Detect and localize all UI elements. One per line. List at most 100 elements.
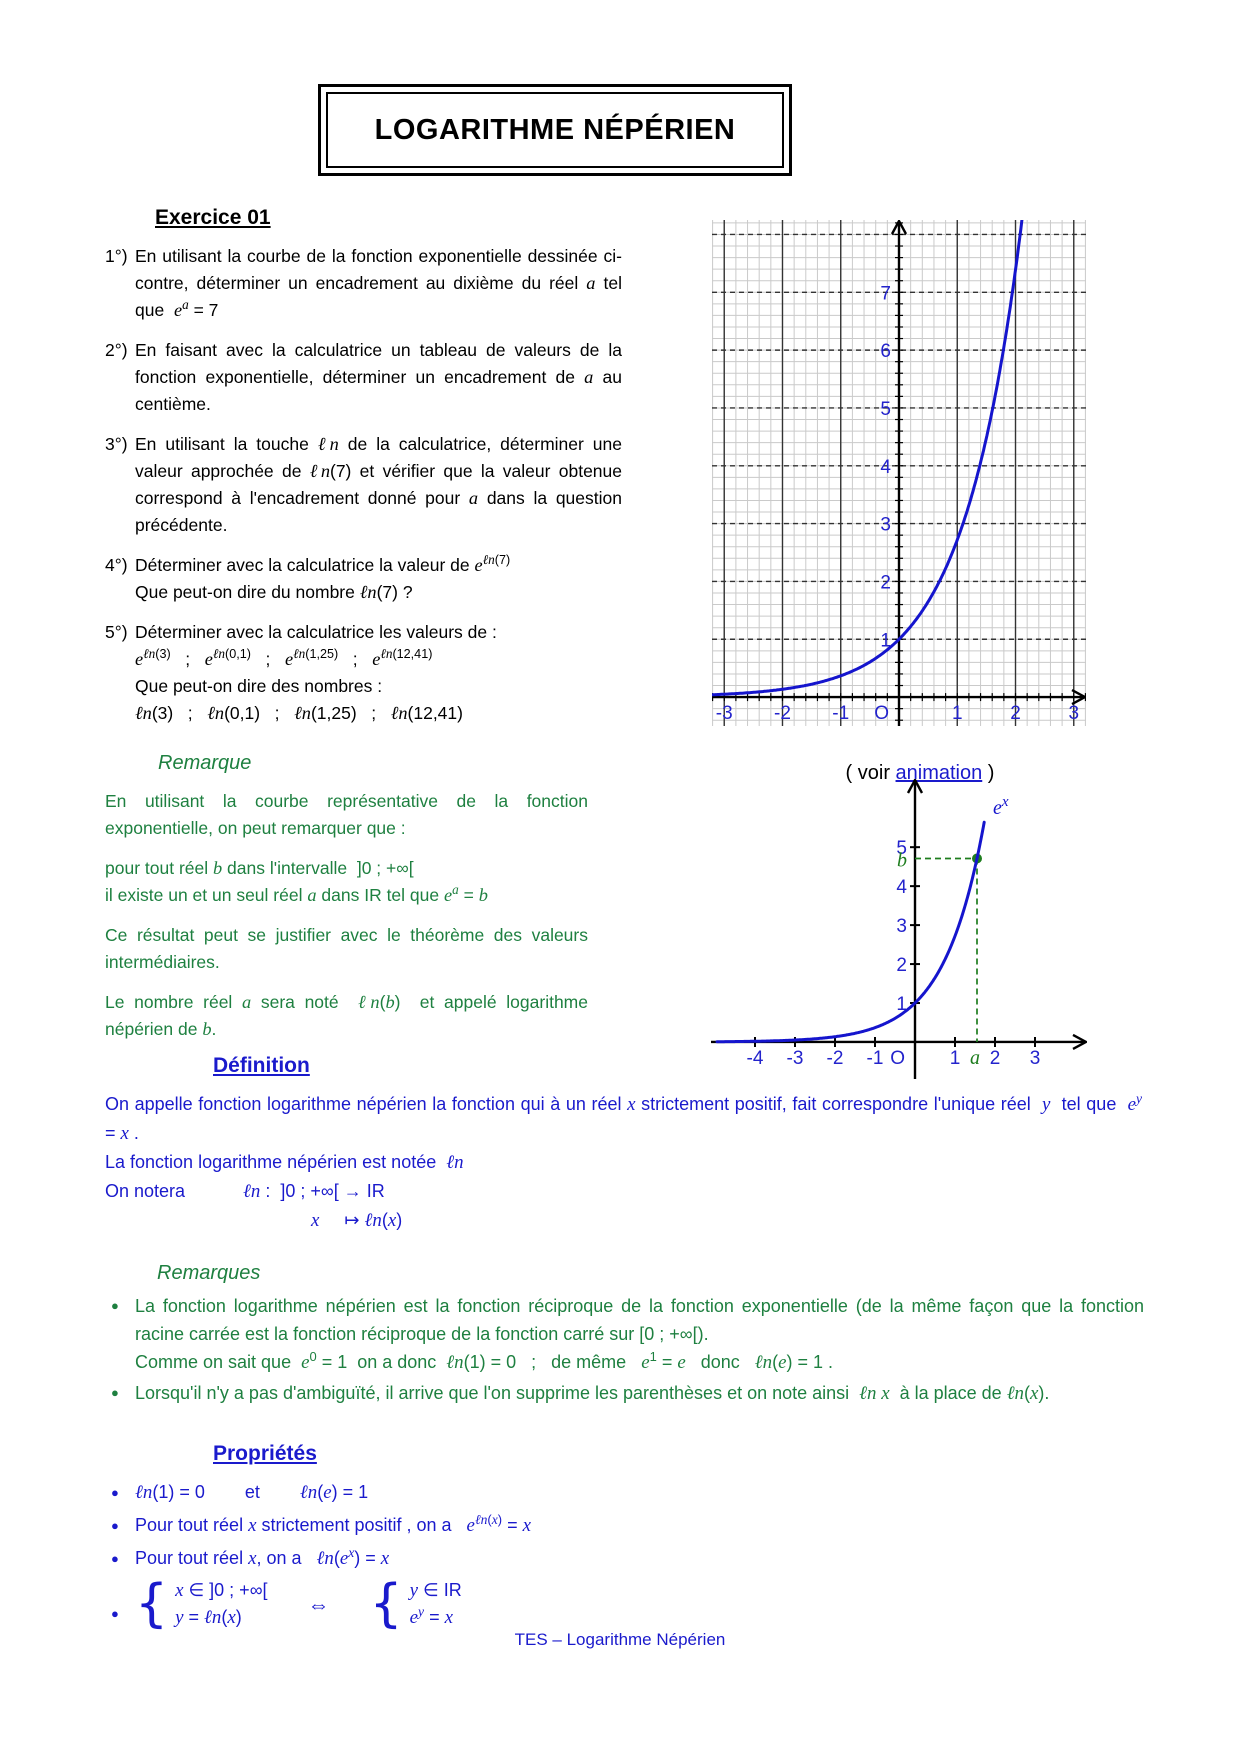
- exponential-grid-chart: -3 -2 -1 1 2 3 1 2 3 4 5 6 7 O: [712, 220, 1086, 726]
- x-tick-label: 2: [1010, 703, 1021, 724]
- remarques-body: ● La fonction logarithme népérien est la…: [105, 1292, 1144, 1410]
- left-brace: {: [369, 1574, 403, 1634]
- page-title: LOGARITHME NÉPÉRIEN: [374, 113, 736, 146]
- question-text: Que peut-on dire des nombres :: [135, 676, 383, 696]
- origin-label: O: [874, 703, 889, 724]
- y-tick-label: 1: [896, 994, 907, 1015]
- notation-signature: ℓn : ]0 ; +∞[ → IR: [243, 1181, 385, 1202]
- remarques-heading: Remarques: [157, 1262, 261, 1284]
- x-tick-label: 3: [1068, 703, 1079, 724]
- y-tick-label: 3: [880, 515, 891, 536]
- question-marker: 2°): [105, 340, 128, 360]
- x-tick-label: 3: [1030, 1048, 1041, 1069]
- remarque-body: En utilisant la courbe représentative de…: [105, 788, 588, 1056]
- y-axis-arrow-icon: [906, 779, 924, 794]
- remarque-paragraph: Le nombre réel a sera noté ℓn(b) et appe…: [105, 989, 588, 1043]
- definition-line: La fonction logarithme népérien est noté…: [105, 1152, 464, 1173]
- x-tick-label: -1: [867, 1048, 884, 1069]
- question-text: Déterminer avec la calculatrice la valeu…: [135, 552, 511, 575]
- exponential-curve: [712, 220, 1024, 697]
- question-text: Déterminer avec la calculatrice les vale…: [135, 622, 497, 642]
- question-text: En faisant avec la calculatrice un table…: [135, 340, 622, 414]
- remarque-line: Ce résultat peut se justifier avec le th…: [105, 925, 588, 972]
- property-text: ℓn(1) = 0 et ℓn(e) = 1: [135, 1482, 369, 1503]
- remarque-paragraph: En utilisant la courbe représentative de…: [105, 788, 588, 842]
- proprietes-body: ● ℓn(1) = 0 et ℓn(e) = 1 ● Pour tout rée…: [105, 1478, 1105, 1635]
- title-box: LOGARITHME NÉPÉRIEN: [318, 84, 792, 176]
- x-tick-label: 1: [950, 1048, 961, 1069]
- question-marker: 3°): [105, 434, 128, 454]
- origin-label: O: [890, 1048, 905, 1069]
- exercise-heading: Exercice 01: [155, 206, 271, 229]
- definition-body: On appelle fonction logarithme népérien …: [105, 1090, 1142, 1235]
- y-tick-label: 2: [880, 572, 891, 593]
- y-tick-label: 4: [896, 877, 907, 898]
- definition-heading: Définition: [213, 1054, 310, 1077]
- equivalence-arrow: ⇔: [307, 1591, 330, 1617]
- remark-item: ● Lorsqu'il n'y a pas d'ambiguïté, il ar…: [105, 1379, 1144, 1408]
- y-tick-label: 5: [896, 838, 907, 859]
- x-tick-label: -2: [774, 703, 791, 724]
- animation-note-suffix: ): [982, 762, 995, 784]
- property-text: Pour tout réel x, on a ℓn(ex) = x: [135, 1545, 390, 1569]
- question-text: Que peut-on dire du nombre ℓn(7) ?: [135, 582, 413, 602]
- system-line: y ∈ IR: [409, 1580, 462, 1601]
- x-axis-arrow-icon: [1072, 1033, 1087, 1051]
- remark-item: ● La fonction logarithme népérien est la…: [105, 1292, 1144, 1377]
- y-tick-label: 7: [880, 283, 891, 304]
- question-values: ℓn(3) ; ℓn(0,1) ; ℓn(1,25) ; ℓn(12,41): [135, 703, 463, 723]
- b-label: b: [897, 849, 907, 871]
- question-text: En utilisant la courbe de la fonction ex…: [135, 246, 622, 320]
- notation-mapping: x ↦ ℓn(x): [311, 1210, 403, 1231]
- x-tick-label: -3: [787, 1048, 804, 1069]
- question-marker: 5°): [105, 622, 128, 642]
- proprietes-heading: Propriétés: [213, 1442, 317, 1465]
- y-tick-label: 1: [880, 630, 891, 651]
- animation-link[interactable]: animation: [895, 762, 983, 784]
- system-left: { x ∈ ]0 ; +∞[ y = ℓn(x): [135, 1577, 268, 1631]
- page-footer: TES – Logarithme Népérien: [514, 1630, 726, 1649]
- x-tick-label: -3: [716, 703, 733, 724]
- property-item: ● Pour tout réel x strictement positif ,…: [105, 1511, 1105, 1540]
- y-tick-label: 6: [880, 341, 891, 362]
- animation-note-prefix: ( voir: [845, 762, 896, 784]
- question-marker: 1°): [105, 246, 128, 266]
- bullet-icon: ●: [111, 1518, 119, 1533]
- question-item-5: 5°) Déterminer avec la calculatrice les …: [105, 619, 622, 727]
- remarque-heading: Remarque: [158, 752, 252, 774]
- system-line: y = ℓn(x): [175, 1607, 242, 1628]
- bullet-icon: ●: [111, 1485, 119, 1500]
- definition-notation-row: On notera ℓn : ]0 ; +∞[ → IR: [105, 1177, 1142, 1206]
- equivalence-system: { x ∈ ]0 ; +∞[ y = ℓn(x) ⇔ { y ∈ IR ey =…: [135, 1577, 1105, 1631]
- question-item-2: 2°) En faisant avec la calculatrice un t…: [105, 337, 622, 418]
- bullet-icon: ●: [111, 1606, 119, 1621]
- remarque-paragraph: Ce résultat peut se justifier avec le th…: [105, 922, 588, 976]
- x-tick-label: 2: [990, 1048, 1001, 1069]
- question-item-1: 1°) En utilisant la courbe de la fonctio…: [105, 243, 622, 324]
- question-text: En utilisant la touche ℓn de la calculat…: [135, 434, 623, 535]
- remarque-line: il existe un et un seul réel a dans IR t…: [105, 882, 488, 905]
- property-item: ● Pour tout réel x, on a ℓn(ex) = x: [105, 1544, 1105, 1573]
- property-item-equivalence: ● { x ∈ ]0 ; +∞[ y = ℓn(x) ⇔ { y ∈ IR ey…: [105, 1577, 1105, 1631]
- remark-line: La fonction logarithme népérien est la f…: [135, 1296, 1144, 1344]
- x-tick-label: -4: [747, 1048, 764, 1069]
- system-right: { y ∈ IR ey = x: [370, 1577, 462, 1631]
- left-brace: {: [135, 1574, 169, 1634]
- remarque-line: pour tout réel b dans l'intervalle ]0 ; …: [105, 858, 414, 878]
- definition-line: On appelle fonction logarithme népérien …: [105, 1091, 1142, 1144]
- question-values: eℓn(3) ; eℓn(0,1) ; eℓn(1,25) ; eℓn(12,4…: [135, 646, 433, 669]
- remarque-paragraph: pour tout réel b dans l'intervalle ]0 ; …: [105, 855, 588, 909]
- exponential-curve: [715, 820, 986, 1044]
- property-item: ● ℓn(1) = 0 et ℓn(e) = 1: [105, 1478, 1105, 1507]
- bullet-icon: ●: [111, 1298, 119, 1313]
- x-tick-label: -1: [832, 703, 849, 724]
- x-tick-label: -2: [827, 1048, 844, 1069]
- question-item-3: 3°) En utilisant la touche ℓn de la calc…: [105, 431, 622, 539]
- y-tick-label: 4: [880, 457, 891, 478]
- curve-label: ex: [993, 794, 1009, 819]
- exponential-animation-chart: -4 -3 -2 -1 1 2 3 1 2 3 4 5 Ob a ex: [711, 779, 1087, 1079]
- property-text: Pour tout réel x strictement positif , o…: [135, 1512, 532, 1536]
- remark-line: Lorsqu'il n'y a pas d'ambiguïté, il arri…: [135, 1383, 1050, 1404]
- bullet-icon: ●: [111, 1385, 119, 1400]
- y-tick-label: 3: [896, 916, 907, 937]
